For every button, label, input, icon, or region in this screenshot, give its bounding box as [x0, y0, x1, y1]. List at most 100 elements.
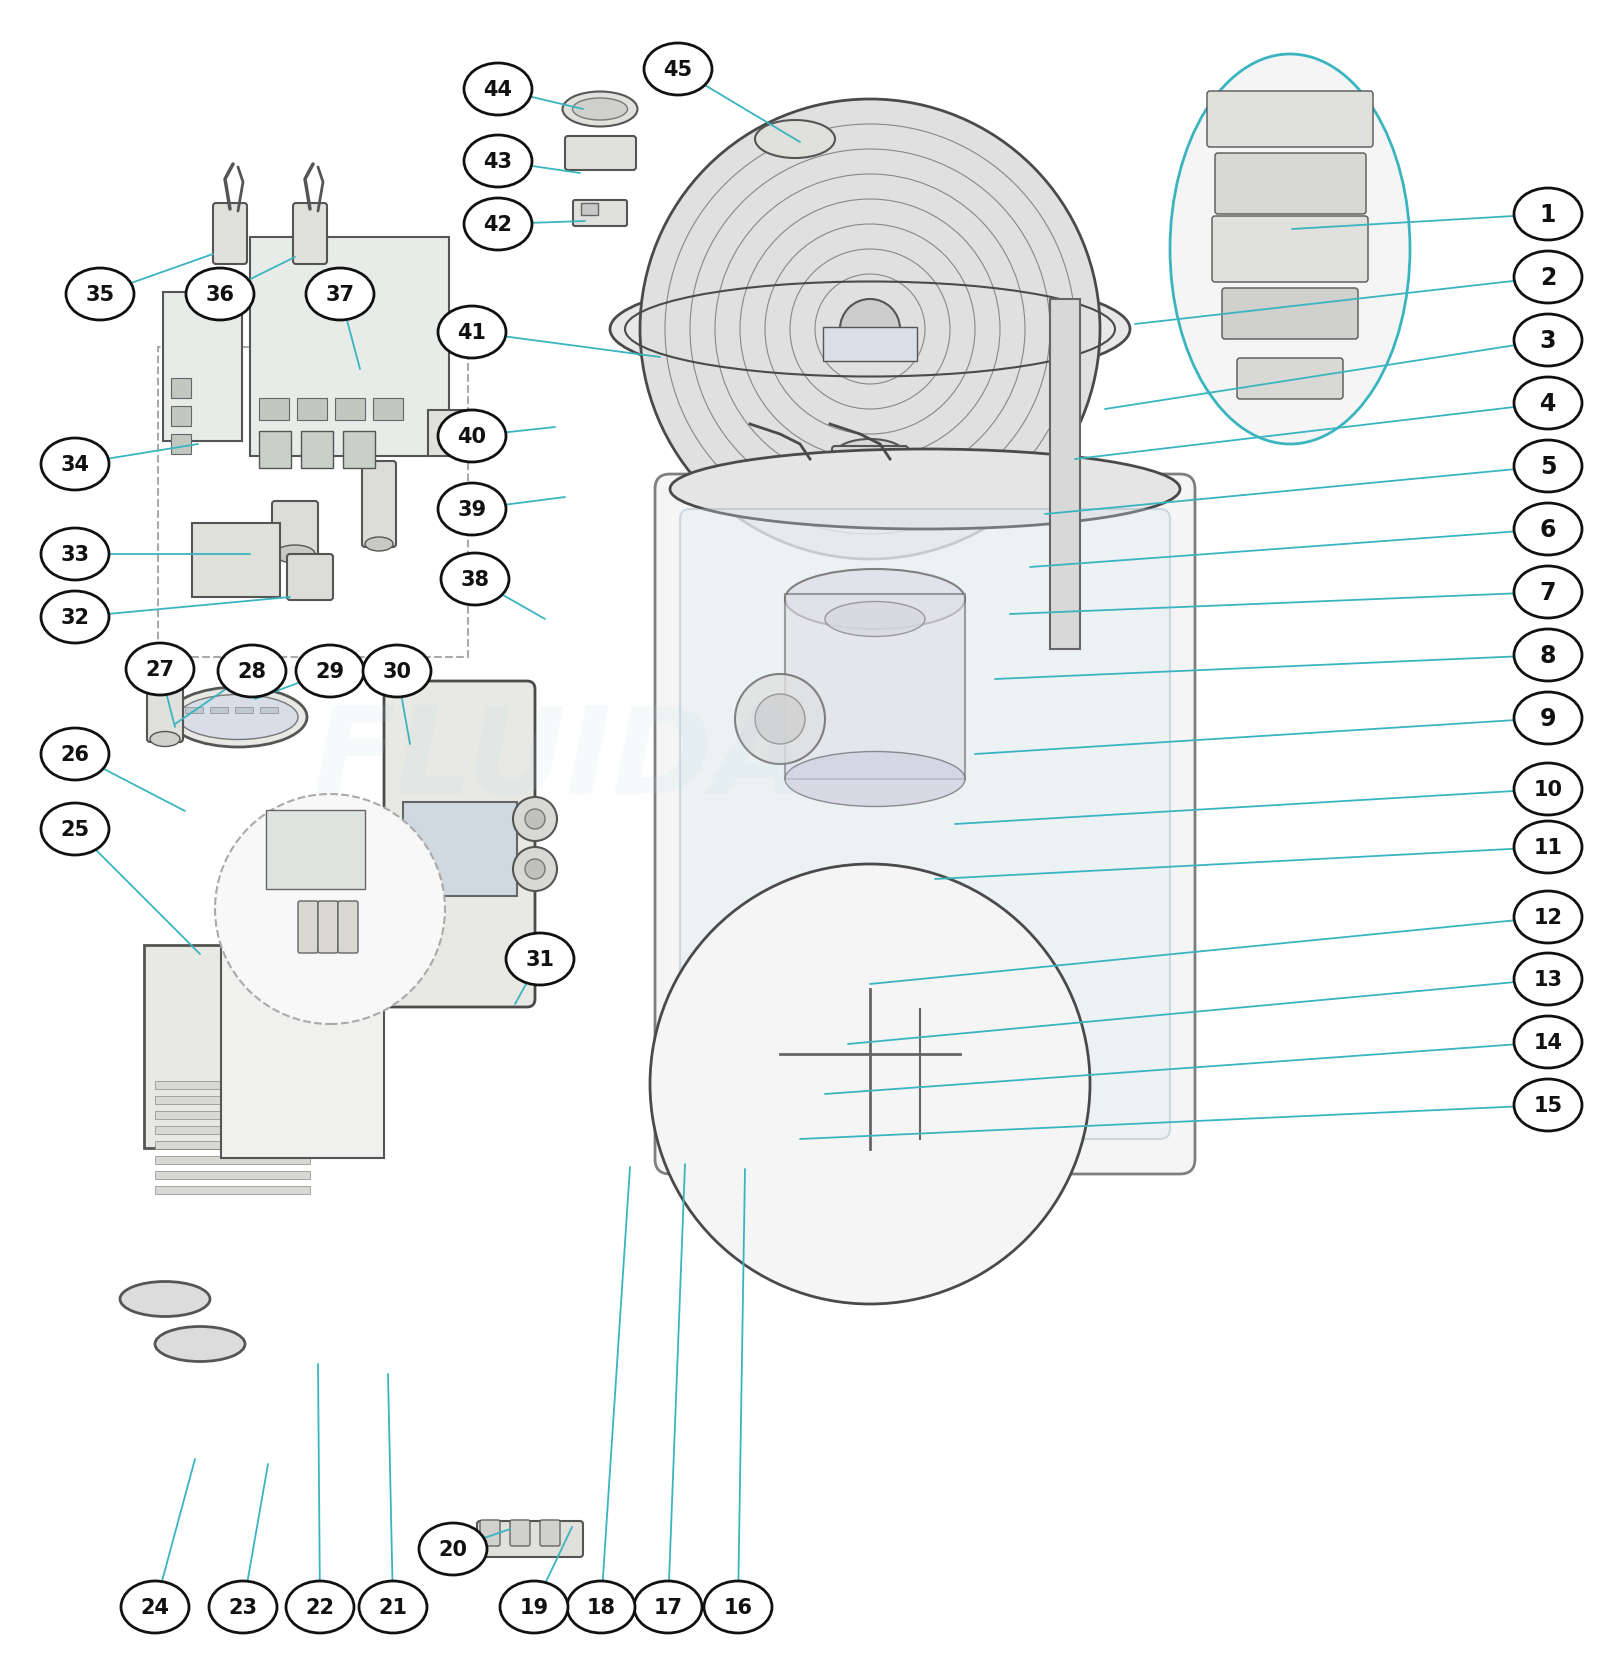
- FancyBboxPatch shape: [654, 474, 1195, 1175]
- Text: 18: 18: [587, 1597, 616, 1617]
- Ellipse shape: [1514, 441, 1582, 493]
- Bar: [155, 1186, 310, 1195]
- Text: 17: 17: [653, 1597, 683, 1617]
- Bar: [155, 1097, 310, 1105]
- Ellipse shape: [178, 696, 298, 740]
- Ellipse shape: [186, 270, 254, 321]
- Text: 20: 20: [438, 1539, 467, 1559]
- Text: 33: 33: [61, 544, 90, 564]
- FancyBboxPatch shape: [822, 328, 917, 361]
- FancyBboxPatch shape: [163, 293, 242, 441]
- Ellipse shape: [150, 732, 179, 747]
- Text: 22: 22: [306, 1597, 334, 1617]
- Bar: [259, 707, 278, 714]
- FancyBboxPatch shape: [403, 802, 517, 897]
- FancyBboxPatch shape: [581, 205, 598, 216]
- FancyBboxPatch shape: [1206, 92, 1373, 148]
- Ellipse shape: [218, 646, 286, 697]
- Circle shape: [805, 1005, 835, 1035]
- Ellipse shape: [835, 439, 906, 469]
- Ellipse shape: [786, 752, 965, 807]
- Ellipse shape: [1514, 378, 1582, 429]
- Ellipse shape: [438, 306, 506, 359]
- Ellipse shape: [1514, 822, 1582, 874]
- Circle shape: [840, 300, 899, 359]
- Circle shape: [925, 1065, 955, 1095]
- Ellipse shape: [42, 729, 109, 780]
- Text: 37: 37: [325, 285, 355, 305]
- Text: 43: 43: [483, 151, 512, 171]
- Ellipse shape: [42, 592, 109, 644]
- FancyBboxPatch shape: [1214, 153, 1366, 215]
- FancyBboxPatch shape: [250, 238, 450, 456]
- Ellipse shape: [1514, 251, 1582, 305]
- Bar: [155, 1171, 310, 1180]
- Ellipse shape: [1514, 692, 1582, 744]
- Text: 31: 31: [525, 950, 555, 970]
- Text: 26: 26: [61, 744, 90, 764]
- Text: 1: 1: [1539, 203, 1557, 226]
- Text: 28: 28: [237, 662, 267, 682]
- FancyBboxPatch shape: [1237, 359, 1342, 399]
- Ellipse shape: [210, 1581, 277, 1632]
- Text: 3: 3: [1539, 329, 1557, 353]
- Circle shape: [514, 797, 557, 842]
- FancyBboxPatch shape: [707, 977, 754, 1052]
- Bar: [155, 1142, 310, 1150]
- Circle shape: [514, 847, 557, 892]
- Ellipse shape: [464, 63, 531, 116]
- FancyBboxPatch shape: [272, 503, 318, 557]
- Circle shape: [866, 1065, 894, 1095]
- Ellipse shape: [296, 646, 365, 697]
- Text: 19: 19: [520, 1597, 549, 1617]
- Text: 2: 2: [1539, 266, 1557, 290]
- FancyBboxPatch shape: [773, 1115, 797, 1150]
- Text: 23: 23: [229, 1597, 258, 1617]
- Ellipse shape: [499, 1581, 568, 1632]
- FancyBboxPatch shape: [301, 431, 333, 469]
- FancyBboxPatch shape: [318, 902, 338, 953]
- Circle shape: [845, 1115, 875, 1145]
- Ellipse shape: [155, 1326, 245, 1361]
- FancyBboxPatch shape: [1213, 216, 1368, 283]
- Ellipse shape: [170, 687, 307, 747]
- FancyBboxPatch shape: [362, 461, 397, 547]
- FancyBboxPatch shape: [373, 399, 403, 421]
- Ellipse shape: [1514, 953, 1582, 1005]
- Ellipse shape: [566, 1581, 635, 1632]
- Ellipse shape: [1514, 190, 1582, 241]
- FancyBboxPatch shape: [728, 1115, 752, 1150]
- Bar: [155, 1156, 310, 1165]
- Ellipse shape: [755, 121, 835, 158]
- Ellipse shape: [275, 546, 315, 564]
- Ellipse shape: [610, 275, 1130, 384]
- FancyBboxPatch shape: [541, 1521, 560, 1546]
- Ellipse shape: [643, 43, 712, 97]
- Text: 40: 40: [458, 426, 486, 446]
- Bar: [186, 707, 203, 714]
- Circle shape: [640, 100, 1101, 559]
- Ellipse shape: [42, 439, 109, 491]
- FancyBboxPatch shape: [171, 406, 190, 426]
- Circle shape: [894, 1115, 925, 1145]
- Circle shape: [214, 794, 445, 1025]
- Ellipse shape: [1170, 55, 1410, 444]
- Ellipse shape: [1514, 1080, 1582, 1132]
- Ellipse shape: [358, 1581, 427, 1632]
- Ellipse shape: [826, 602, 925, 637]
- Circle shape: [866, 1005, 894, 1035]
- Bar: [155, 1127, 310, 1135]
- Text: 8: 8: [1539, 644, 1557, 667]
- Ellipse shape: [464, 136, 531, 188]
- Ellipse shape: [419, 1523, 486, 1576]
- Circle shape: [925, 1005, 955, 1035]
- Circle shape: [805, 1065, 835, 1095]
- Ellipse shape: [306, 270, 374, 321]
- Ellipse shape: [438, 484, 506, 536]
- Ellipse shape: [286, 1581, 354, 1632]
- FancyBboxPatch shape: [338, 902, 358, 953]
- Ellipse shape: [442, 554, 509, 606]
- FancyBboxPatch shape: [334, 399, 365, 421]
- Ellipse shape: [42, 804, 109, 855]
- Ellipse shape: [126, 644, 194, 696]
